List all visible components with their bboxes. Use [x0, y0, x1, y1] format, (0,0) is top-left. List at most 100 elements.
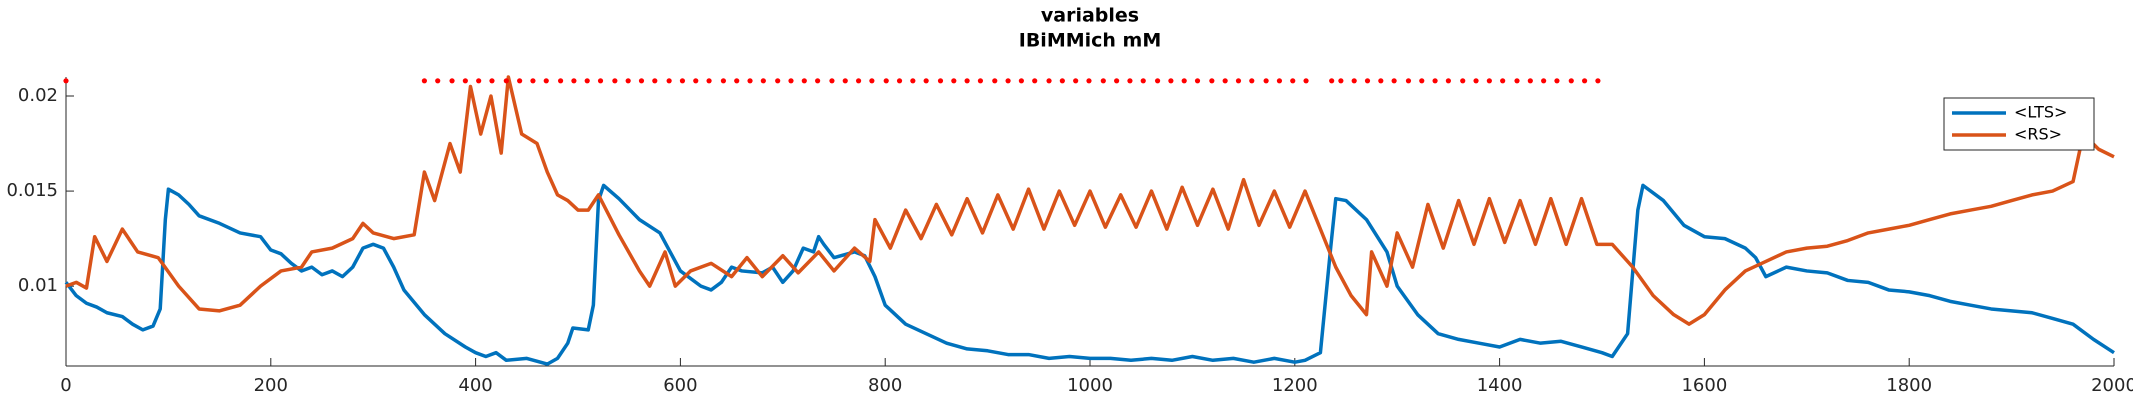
marker-dot — [1460, 78, 1466, 84]
legend-label: <LTS> — [2014, 103, 2067, 122]
marker-dot — [476, 78, 482, 84]
chart-title: variables — [1041, 5, 1139, 27]
marker-dot — [1114, 78, 1120, 84]
marker-dot — [1378, 78, 1384, 84]
marker-dot — [1391, 78, 1397, 84]
marker-dot — [489, 78, 495, 84]
x-tick-label: 1200 — [1272, 375, 1318, 396]
marker-dot — [760, 78, 766, 84]
legend-label: <RS> — [2014, 125, 2062, 144]
marker-dot — [1140, 78, 1146, 84]
marker-dot — [977, 78, 984, 84]
y-tick-label: 0.015 — [6, 180, 58, 201]
marker-dot — [1351, 78, 1357, 84]
marker-dot — [1554, 78, 1560, 84]
marker-dot — [1181, 78, 1187, 84]
marker-dot — [815, 78, 821, 84]
marker-dot — [462, 78, 468, 84]
marker-dot — [530, 78, 536, 84]
marker-dot — [734, 78, 740, 84]
marker-dot — [625, 78, 631, 84]
marker-dot — [517, 78, 523, 84]
chart-subtitle: IBiMMich mM — [1019, 30, 1162, 52]
marker-dot — [1100, 78, 1106, 84]
marker-dot — [1127, 78, 1133, 84]
x-tick-label: 1800 — [1886, 375, 1932, 396]
x-tick-label: 1600 — [1681, 375, 1727, 396]
x-tick-label: 200 — [254, 375, 288, 396]
marker-dot — [421, 78, 427, 84]
marker-dot — [896, 78, 903, 84]
marker-dot — [1445, 78, 1451, 84]
marker-dot — [775, 78, 781, 84]
marker-dot — [869, 78, 875, 84]
marker-dot — [720, 78, 727, 84]
x-tick-label: 600 — [663, 375, 697, 396]
marker-dot — [1086, 78, 1092, 84]
y-tick-label: 0.02 — [18, 85, 58, 106]
marker-dot — [1329, 78, 1335, 84]
marker-dot — [1581, 78, 1588, 84]
marker-dot — [788, 78, 794, 84]
marker-dot — [449, 78, 455, 84]
marker-dot — [1032, 78, 1038, 84]
marker-dot — [951, 78, 957, 84]
marker-dot — [597, 78, 604, 84]
marker-dot — [706, 78, 712, 84]
marker-dot — [1059, 78, 1065, 84]
legend: <LTS> <RS> — [1943, 97, 2095, 151]
marker-dot — [801, 78, 807, 84]
marker-dot — [992, 78, 998, 84]
x-tick-label: 1000 — [1067, 375, 1113, 396]
marker-dot — [1541, 78, 1547, 84]
marker-dot — [1154, 78, 1161, 84]
marker-dot — [883, 78, 889, 84]
legend-box — [1943, 97, 2095, 151]
marker-dot — [1073, 78, 1079, 84]
marker-dot — [63, 78, 69, 84]
marker-dot — [571, 78, 577, 84]
marker-dot — [1473, 78, 1479, 84]
marker-dot — [1432, 78, 1438, 84]
marker-dot — [855, 78, 862, 84]
marker-dot — [1209, 78, 1215, 84]
marker-dot — [1500, 78, 1506, 84]
line-series — [65, 75, 2115, 326]
marker-dot — [1046, 78, 1052, 84]
marker-dot — [1514, 78, 1520, 84]
marker-dot — [1568, 78, 1574, 84]
marker-dot — [937, 78, 944, 84]
marker-dot — [1018, 78, 1024, 84]
marker-dot — [1303, 78, 1309, 84]
marker-dot — [1276, 78, 1283, 84]
marker-dot — [1419, 78, 1425, 84]
marker-dot — [1249, 78, 1255, 84]
marker-dot — [679, 78, 686, 84]
marker-dot — [652, 78, 658, 84]
marker-dot — [584, 78, 590, 84]
marker-dot — [1338, 78, 1344, 84]
marker-dot — [829, 78, 835, 84]
marker-dot — [923, 78, 929, 84]
line-series — [64, 183, 2115, 366]
marker-dot — [1194, 78, 1201, 84]
marker-dot — [435, 78, 441, 84]
marker-dot — [557, 78, 564, 84]
marker-dot — [1222, 78, 1228, 84]
marker-dot — [747, 78, 753, 84]
marker-dot — [1263, 78, 1269, 84]
marker-dot — [543, 78, 549, 84]
marker-dot — [1005, 78, 1011, 84]
x-tick-label: 2000 — [2091, 375, 2133, 396]
marker-dot — [693, 78, 699, 84]
marker-dot — [503, 78, 509, 84]
marker-dot — [1364, 78, 1371, 84]
x-tick-label: 800 — [868, 375, 902, 396]
marker-dot — [1290, 78, 1296, 84]
marker-dot — [1486, 78, 1492, 84]
marker-dot — [638, 78, 645, 84]
x-tick-label: 0 — [60, 375, 71, 396]
marker-dot — [842, 78, 848, 84]
